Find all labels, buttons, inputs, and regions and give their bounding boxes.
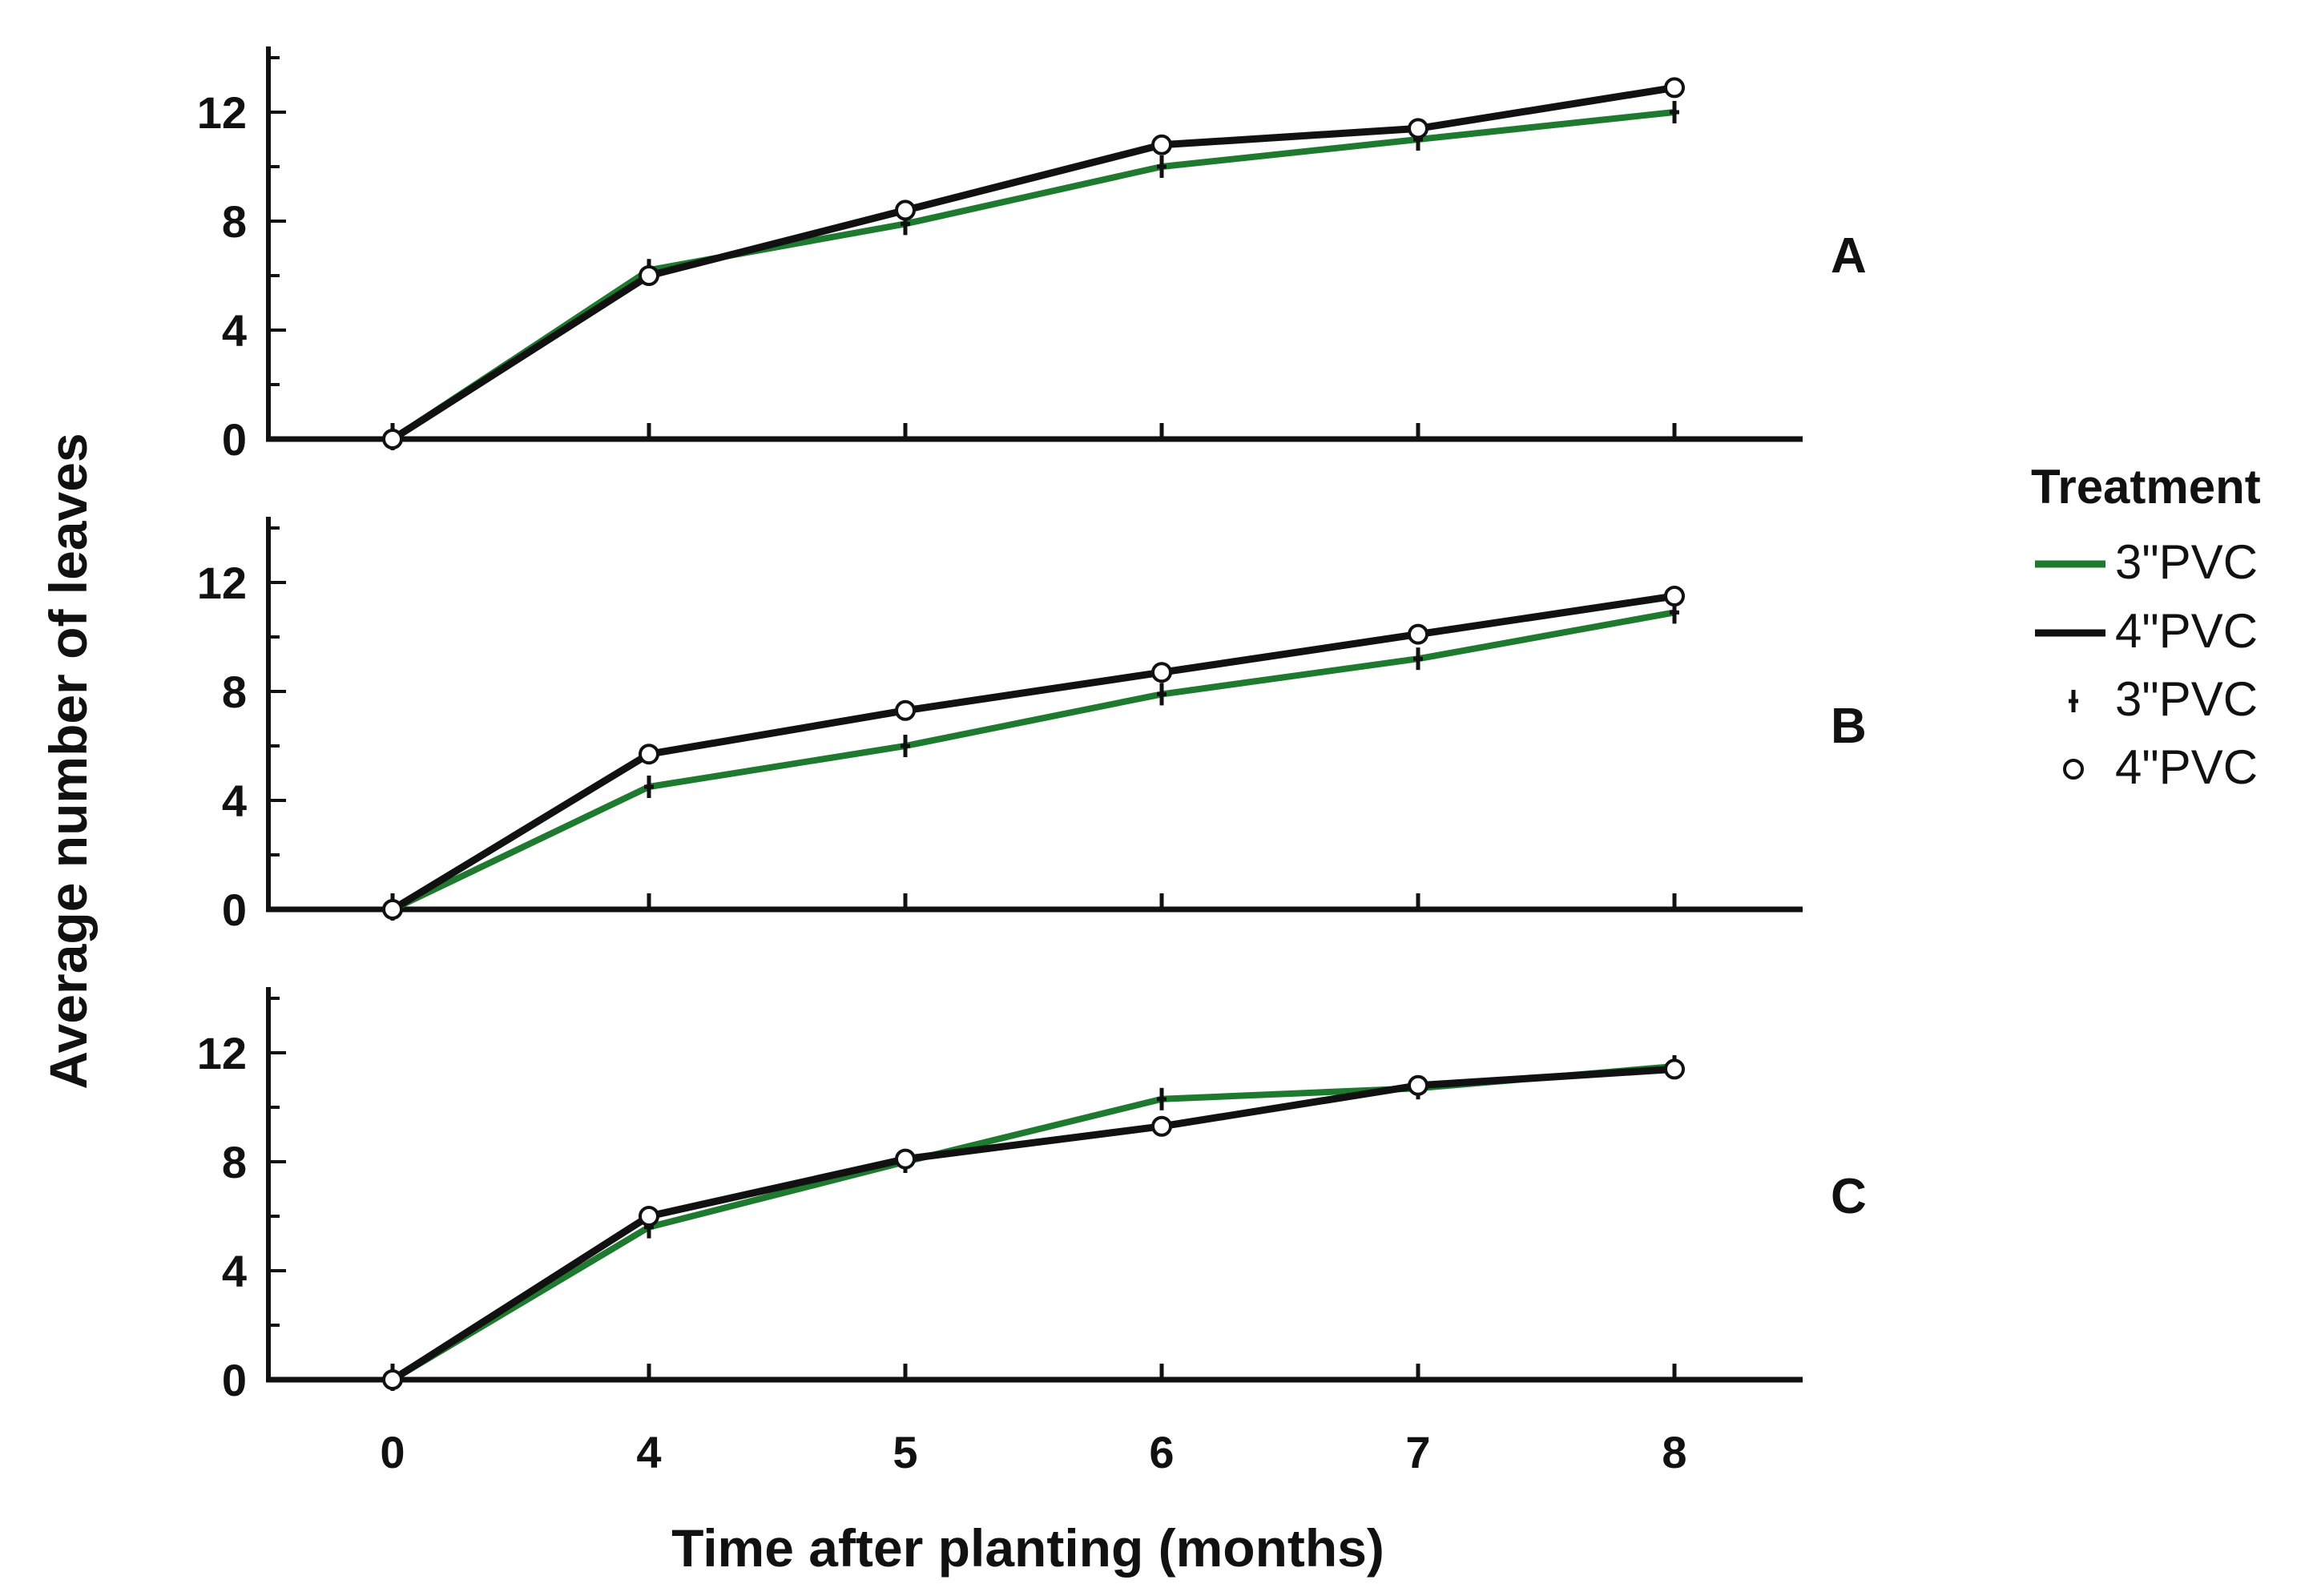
marker-4in-pvc (1408, 623, 1428, 645)
marker-4in-pvc (1664, 586, 1685, 607)
panel-label: C (1831, 1169, 1867, 1224)
x-tick-label: 5 (893, 1427, 917, 1477)
legend-item-label: 4"PVC (2115, 740, 2258, 794)
marker-3in-pvc (1157, 1087, 1167, 1110)
y-tick-label: 0 (222, 1355, 247, 1405)
marker-3in-pvc (1157, 155, 1167, 178)
marker-4in-pvc (1151, 662, 1172, 683)
y-tick-label: 0 (222, 414, 247, 465)
marker-4in-pvc (895, 200, 916, 221)
panel-label: A (1831, 228, 1867, 284)
y-tick-label: 8 (222, 1137, 247, 1187)
panel-c: 0 4 8 12 C (197, 987, 1867, 1405)
marker-4in-pvc (1664, 77, 1685, 99)
marker-4in-pvc (382, 899, 403, 920)
marker-3in-pvc (1157, 683, 1167, 706)
legend-item-label: 3"PVC (2115, 672, 2258, 726)
series-line-3in-pvc (389, 609, 1678, 913)
legend-item: 4"PVC (2063, 740, 2258, 794)
x-tick-label: 4 (636, 1427, 661, 1477)
legend-item: 3"PVC (2069, 672, 2258, 726)
panel-label: B (1831, 699, 1867, 754)
marker-4in-pvc (1151, 134, 1172, 155)
marker-3in-pvc (1413, 647, 1423, 671)
legend-item-label: 3"PVC (2115, 535, 2258, 589)
x-tick-label: 7 (1405, 1427, 1430, 1477)
y-tick-label: 8 (222, 667, 247, 717)
legend: Treatment 3"PVC 4"PVC 3"PVC 4"PVC (2031, 460, 2261, 794)
series-line-4in-pvc (389, 1065, 1678, 1384)
marker-4in-pvc (895, 699, 916, 721)
panels: 0 4 8 12 A 0 4 8 12 B 0 4 8 12 C 0 4 5 6 7 8 (197, 46, 1867, 1477)
y-tick-label: 12 (197, 87, 247, 138)
y-tick-label: 4 (222, 1246, 247, 1296)
marker-4in-pvc (1408, 1074, 1428, 1096)
y-tick-label: 8 (222, 196, 247, 247)
y-tick-label: 4 (222, 305, 247, 356)
marker-4in-pvc (895, 1148, 916, 1170)
series-line-3in-pvc (389, 1063, 1678, 1383)
marker-3in-pvc (901, 735, 910, 757)
marker-4in-pvc (1151, 1115, 1172, 1137)
marker-3in-pvc (644, 776, 654, 798)
x-tick-label: 8 (1662, 1427, 1686, 1477)
legend-item: 4"PVC (2035, 604, 2258, 658)
y-axis-title: Average number of leaves (38, 433, 98, 1089)
series-line-4in-pvc (389, 592, 1678, 913)
y-tick-label: 12 (197, 558, 247, 608)
legend-title: Treatment (2031, 460, 2261, 514)
panel-b: 0 4 8 12 B (197, 517, 1867, 935)
legend-item: 3"PVC (2035, 535, 2258, 589)
y-tick-label: 12 (197, 1028, 247, 1078)
legend-item-label: 4"PVC (2115, 604, 2258, 658)
panel-a: 0 4 8 12 A (197, 46, 1867, 465)
x-tick-label: 6 (1149, 1427, 1174, 1477)
marker-4in-pvc (382, 429, 403, 449)
y-tick-label: 0 (222, 885, 247, 935)
marker-4in-pvc (382, 1369, 403, 1390)
y-tick-label: 4 (222, 776, 247, 826)
marker-4in-pvc (1664, 1058, 1685, 1080)
marker-3in-pvc (1670, 101, 1679, 123)
marker-4in-pvc (639, 265, 659, 286)
marker-4in-pvc (1408, 118, 1428, 139)
marker-4in-pvc (639, 744, 659, 765)
marker-4in-pvc (639, 1206, 659, 1227)
series-line-4in-pvc (389, 83, 1678, 443)
x-tick-label: 0 (380, 1427, 405, 1477)
x-axis-title: Time after planting (months) (671, 1518, 1384, 1578)
legend-circle-swatch (2063, 759, 2084, 780)
series-line-3in-pvc (389, 109, 1678, 442)
